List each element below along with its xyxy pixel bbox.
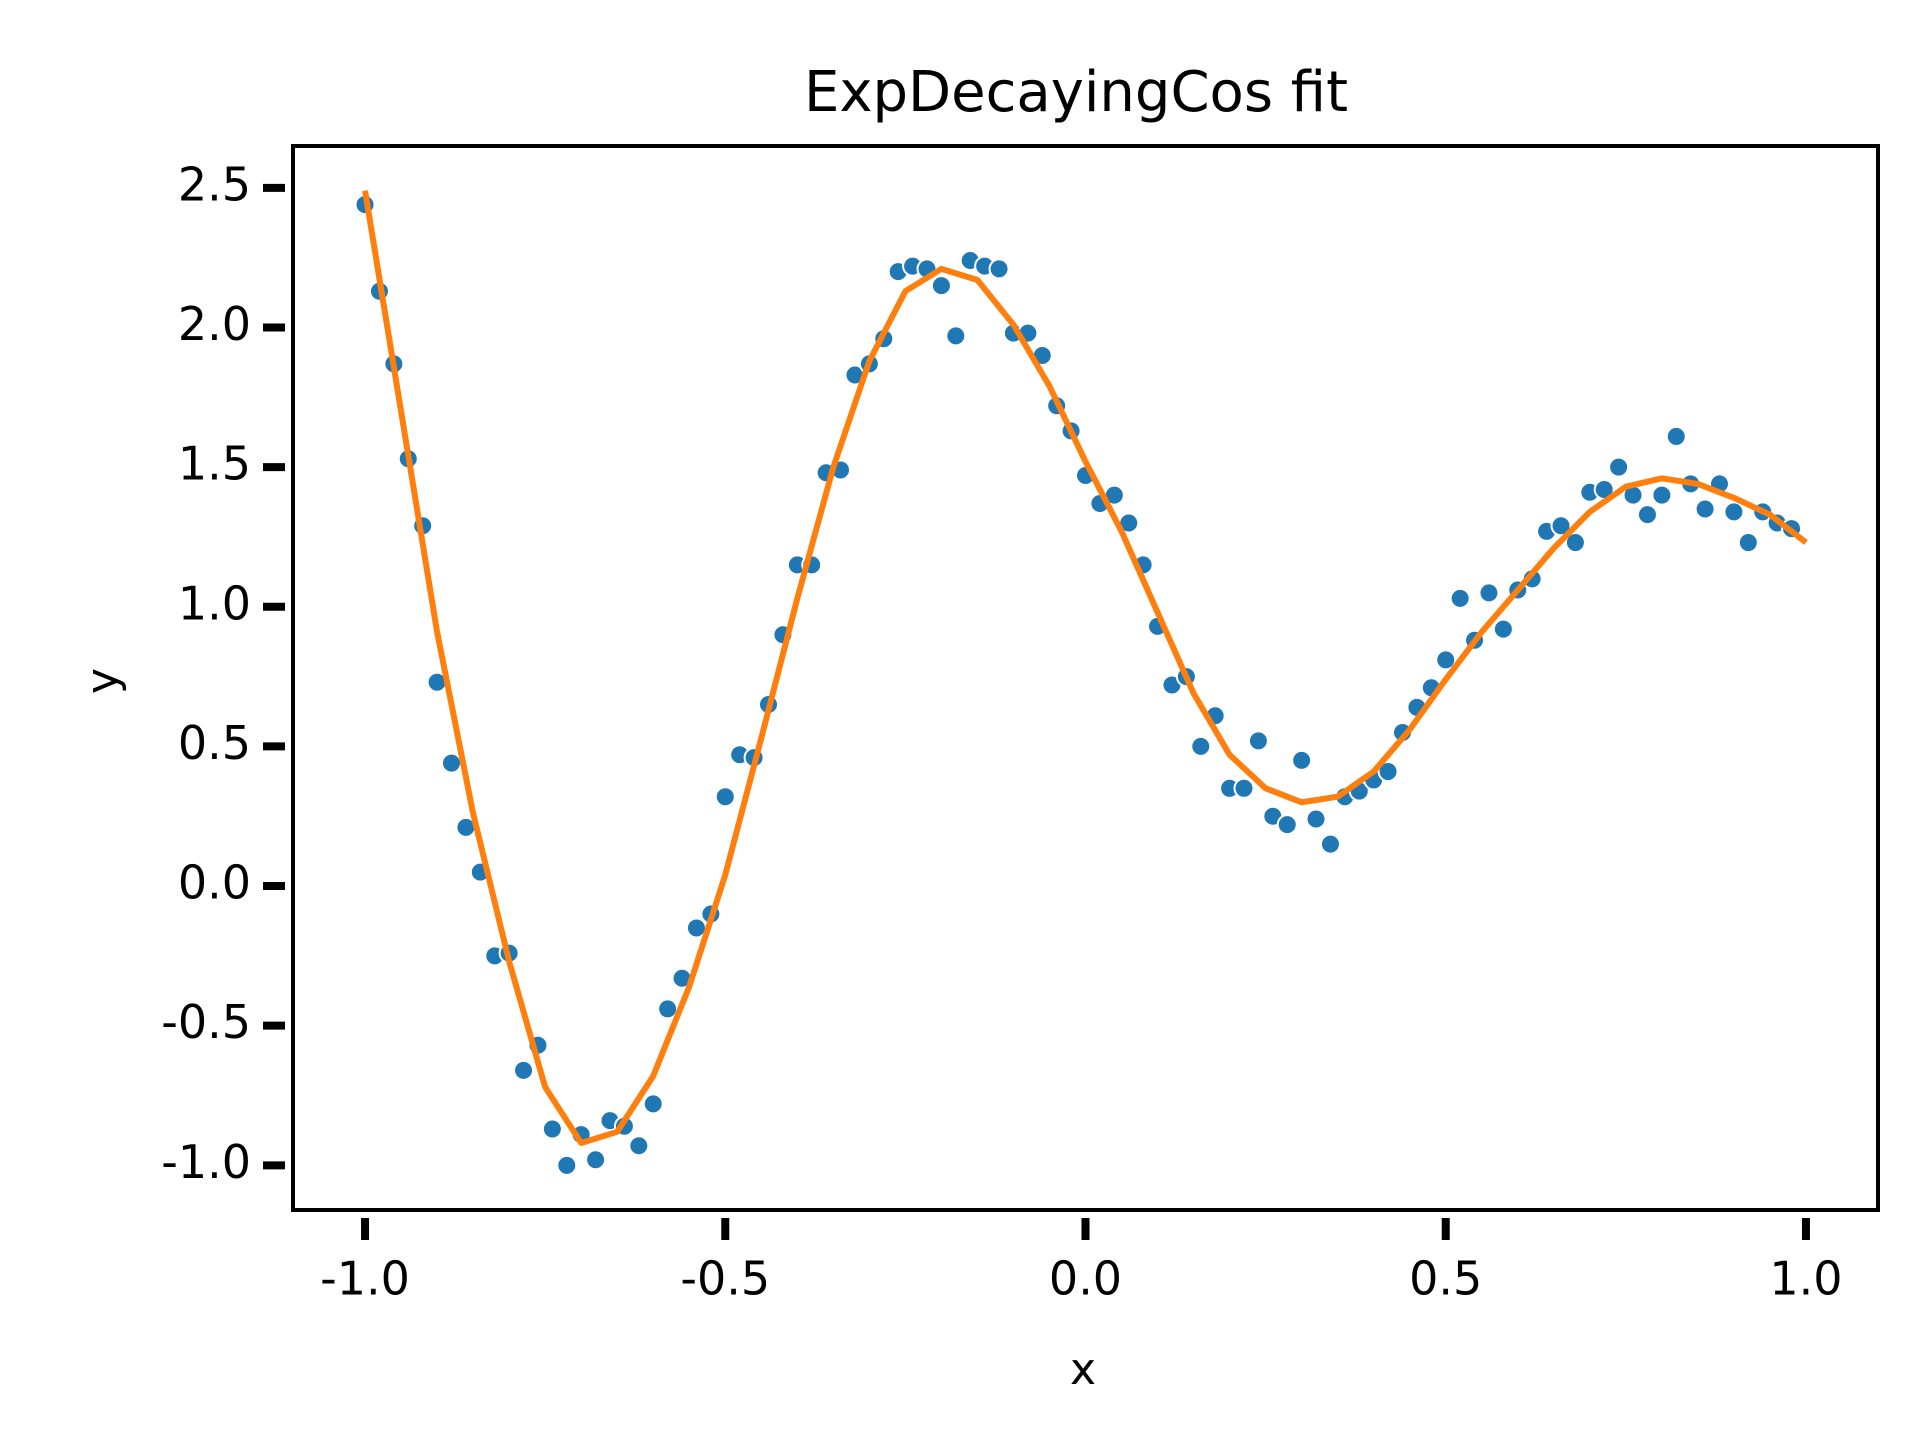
data-point [541,1118,563,1140]
data-point [988,258,1010,280]
y-tick-label: 0.5 [178,716,251,770]
data-point [1723,501,1745,523]
x-axis-label: x [1070,1344,1096,1395]
data-point [1608,456,1630,478]
data-point [1636,504,1658,526]
y-tick-label: 2.5 [178,157,251,211]
chart-title: ExpDecayingCos fit [804,60,1348,125]
data-point [1190,735,1212,757]
data-point [513,1059,535,1081]
data-point [714,786,736,808]
y-tick-label: 2.0 [178,297,251,351]
data-point [930,275,952,297]
data-point [556,1154,578,1176]
y-axis-label: y [77,668,128,694]
data-point [1492,618,1514,640]
data-point [628,1135,650,1157]
y-tick-label: 1.5 [178,437,251,491]
x-tick-label: 0.0 [1049,1252,1122,1306]
data-point [642,1093,664,1115]
data-point [1233,777,1255,799]
data-point [1291,749,1313,771]
plot-frame [291,144,1880,1212]
data-point [441,752,462,774]
y-tick-label: -0.5 [161,995,251,1049]
y-tick-label: 1.0 [178,576,251,630]
data-point [1651,484,1673,506]
data-point [1550,515,1572,537]
fit-line [362,190,1808,1146]
x-tick-label: 1.0 [1769,1252,1842,1306]
data-point [1694,498,1716,520]
data-point [1276,814,1298,836]
y-tick-label: 0.0 [178,856,251,910]
data-point [1478,582,1500,604]
data-point [1319,833,1341,855]
data-point [1247,730,1269,752]
data-point [945,325,967,347]
data-point [657,998,679,1020]
y-tick-label: -1.0 [161,1135,251,1189]
data-point [1377,761,1399,783]
data-point [1564,532,1586,554]
x-tick-label: -1.0 [320,1252,410,1306]
data-point [1449,587,1471,609]
data-point [585,1149,607,1171]
data-point [1305,808,1327,830]
x-tick-label: -0.5 [680,1252,770,1306]
data-point [1737,532,1759,554]
data-point [1665,425,1687,447]
data-point [1435,649,1457,671]
x-tick-label: 0.5 [1409,1252,1482,1306]
